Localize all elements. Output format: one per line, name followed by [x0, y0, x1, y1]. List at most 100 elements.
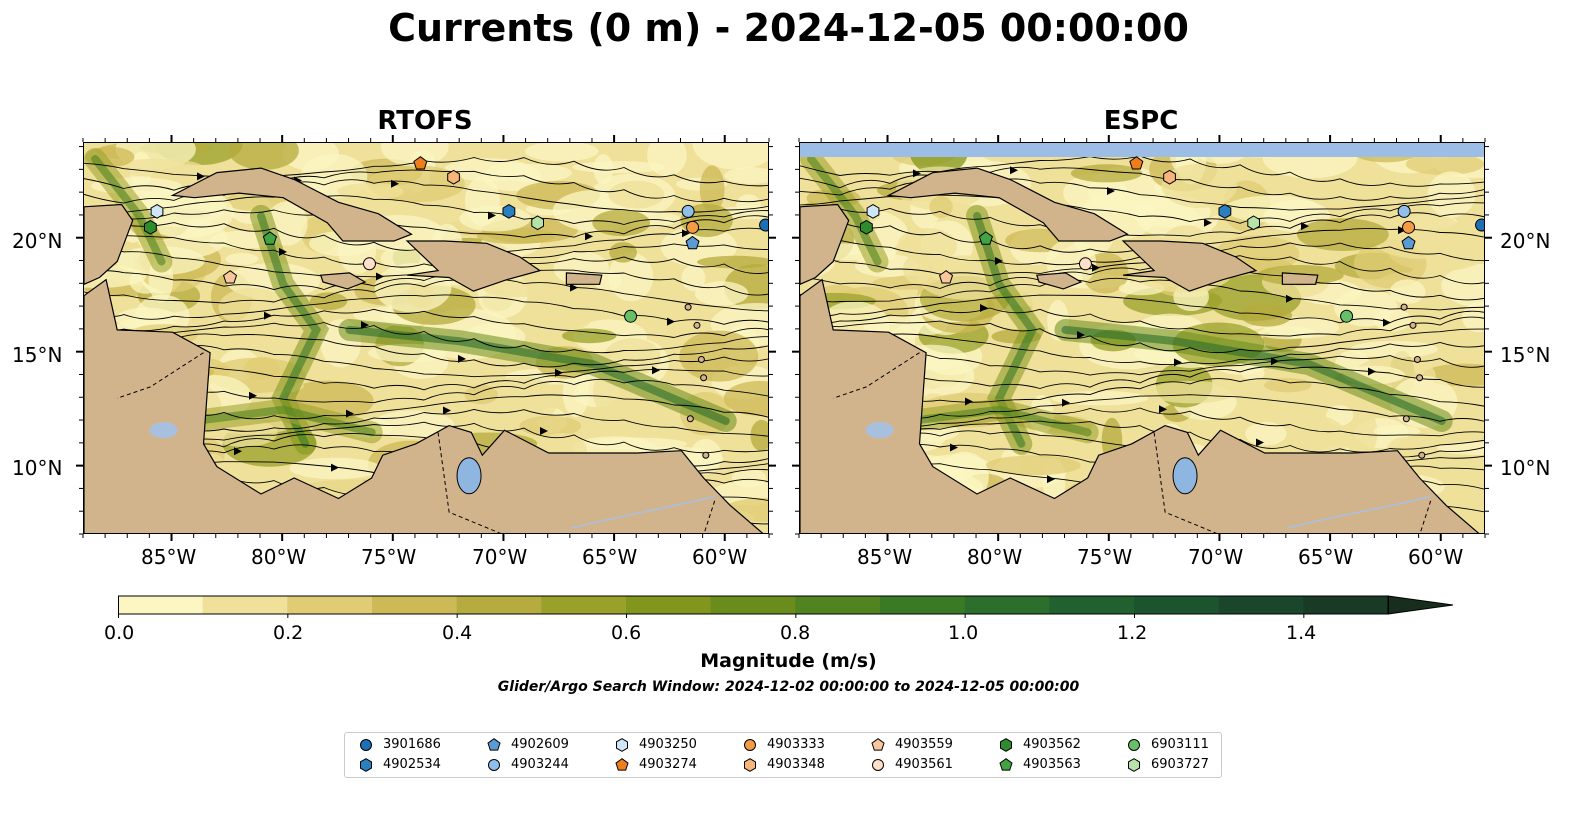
float-marker-4903563[interactable] [978, 231, 993, 245]
colorbar-segment [1049, 596, 1135, 614]
float-marker-4903333[interactable] [686, 220, 700, 234]
map-panel-espc[interactable] [799, 142, 1485, 534]
float-marker-6903111[interactable] [624, 309, 638, 323]
float-marker-4903274[interactable] [1129, 156, 1144, 170]
legend-label: 4903348 [767, 757, 825, 772]
panel-title-espc: ESPC [1103, 106, 1179, 136]
legend-item-4903244: 4903244 [487, 757, 569, 772]
legend-marker-pentagon-icon [615, 757, 629, 771]
legend-marker-pentagon-icon [999, 757, 1013, 771]
legend-label: 6903111 [1151, 737, 1209, 752]
legend-marker-hexagon-icon [744, 757, 756, 772]
legend-swatch-4902609[interactable] [487, 737, 501, 751]
colorbar-bar [118, 595, 1454, 618]
colorbar-segment [287, 596, 373, 614]
colorbar-tick-2: 0.4 [442, 622, 473, 644]
legend-swatch-4903559[interactable] [871, 737, 885, 751]
land [800, 167, 1480, 533]
float-marker-4903563[interactable] [262, 231, 277, 245]
legend-swatch-4903244[interactable] [488, 758, 500, 771]
float-marker-3901686[interactable] [1475, 218, 1485, 232]
legend-swatch-4903348[interactable] [744, 757, 756, 772]
float-marker-3901686[interactable] [759, 218, 769, 232]
lon-label-65w-left: 65°W [582, 545, 638, 569]
float-markers [144, 156, 769, 323]
colorbar-tick-6: 1.2 [1117, 622, 1148, 644]
legend-swatch-3901686[interactable] [360, 738, 372, 751]
lon-label-60w-right: 60°W [1408, 545, 1464, 569]
legend-item-3901686: 3901686 [359, 737, 441, 752]
legend-marker-circle-icon [872, 758, 884, 771]
lon-label-85w-left: 85°W [141, 545, 197, 569]
colorbar [118, 594, 1458, 622]
float-marker-4903250[interactable] [866, 204, 880, 219]
colorbar-segment [626, 596, 712, 614]
float-marker-4903561[interactable] [362, 257, 376, 271]
float-marker-4903333[interactable] [1402, 220, 1416, 234]
float-marker-4902534[interactable] [1218, 204, 1232, 219]
colorbar-segment [964, 596, 1050, 614]
legend-swatch-4902534[interactable] [360, 757, 372, 772]
float-marker-4903561[interactable] [1078, 257, 1092, 271]
legend-item-4903559: 4903559 [871, 737, 953, 752]
colorbar-segment [1134, 596, 1220, 614]
float-marker-4903348[interactable] [1163, 169, 1176, 185]
legend-label: 3901686 [383, 737, 441, 752]
float-marker-4903562[interactable] [860, 219, 873, 235]
legend-marker-pentagon-icon [487, 737, 501, 751]
legend-item-6903727: 6903727 [1127, 757, 1209, 772]
float-marker-4903244[interactable] [1397, 204, 1411, 218]
legend-swatch-4903562[interactable] [1000, 737, 1012, 752]
legend-label: 4903250 [639, 737, 697, 752]
float-marker-4903348[interactable] [447, 169, 460, 185]
colorbar-segment [118, 596, 204, 614]
legend-swatch-6903727[interactable] [1128, 757, 1140, 772]
float-marker-4902534[interactable] [502, 204, 516, 219]
float-marker-4903559[interactable] [223, 270, 238, 284]
float-marker-6903111[interactable] [1340, 309, 1354, 323]
float-marker-4903250[interactable] [150, 204, 164, 219]
colorbar-segment [880, 596, 966, 614]
legend-swatch-4903563[interactable] [999, 757, 1013, 771]
lon-label-60w-left: 60°W [692, 545, 748, 569]
legend-item-4903563: 4903563 [999, 757, 1081, 772]
float-marker-6903727[interactable] [531, 215, 544, 231]
lon-label-70w-left: 70°W [472, 545, 528, 569]
legend-label: 6903727 [1151, 757, 1209, 772]
legend-label: 4903274 [639, 757, 697, 772]
legend-item-4902534: 4902534 [359, 757, 441, 772]
lat-label-15n-left: 15°N [12, 343, 63, 367]
colorbar-segment [372, 596, 458, 614]
no-data-band [800, 143, 1484, 157]
colorbar-segment [456, 596, 542, 614]
legend-label: 4902609 [511, 737, 569, 752]
legend-item-4903561: 4903561 [871, 757, 953, 772]
legend-swatch-4903561[interactable] [872, 758, 884, 771]
float-marker-6903727[interactable] [1247, 215, 1260, 231]
legend-swatch-4903250[interactable] [616, 737, 628, 752]
lat-label-20n-left: 20°N [12, 229, 63, 253]
legend-swatch-6903111[interactable] [1128, 738, 1140, 751]
legend-swatch-4903274[interactable] [615, 757, 629, 771]
colorbar-tick-5: 1.0 [948, 622, 979, 644]
legend-marker-circle-icon [744, 738, 756, 751]
colorbar-segment [795, 596, 881, 614]
legend-item-4903333: 4903333 [743, 737, 825, 752]
float-marker-4903244[interactable] [681, 204, 695, 218]
colorbar-tick-3: 0.6 [611, 622, 642, 644]
float-marker-4902609[interactable] [1401, 235, 1416, 250]
float-marker-4903562[interactable] [144, 219, 157, 235]
legend-swatch-4903333[interactable] [744, 738, 756, 751]
float-marker-4903274[interactable] [413, 156, 428, 170]
lon-label-80w-left: 80°W [251, 545, 307, 569]
legend-marker-pentagon-icon [871, 737, 885, 751]
map-panel-rtofs[interactable] [83, 142, 769, 534]
lon-label-70w-right: 70°W [1188, 545, 1244, 569]
float-marker-4903559[interactable] [939, 270, 954, 284]
colorbar-label: Magnitude (m/s) [700, 650, 877, 672]
legend-label: 4902534 [383, 757, 441, 772]
land [84, 167, 764, 533]
colorbar-tick-7: 1.4 [1286, 622, 1317, 644]
float-marker-4902609[interactable] [685, 235, 700, 250]
